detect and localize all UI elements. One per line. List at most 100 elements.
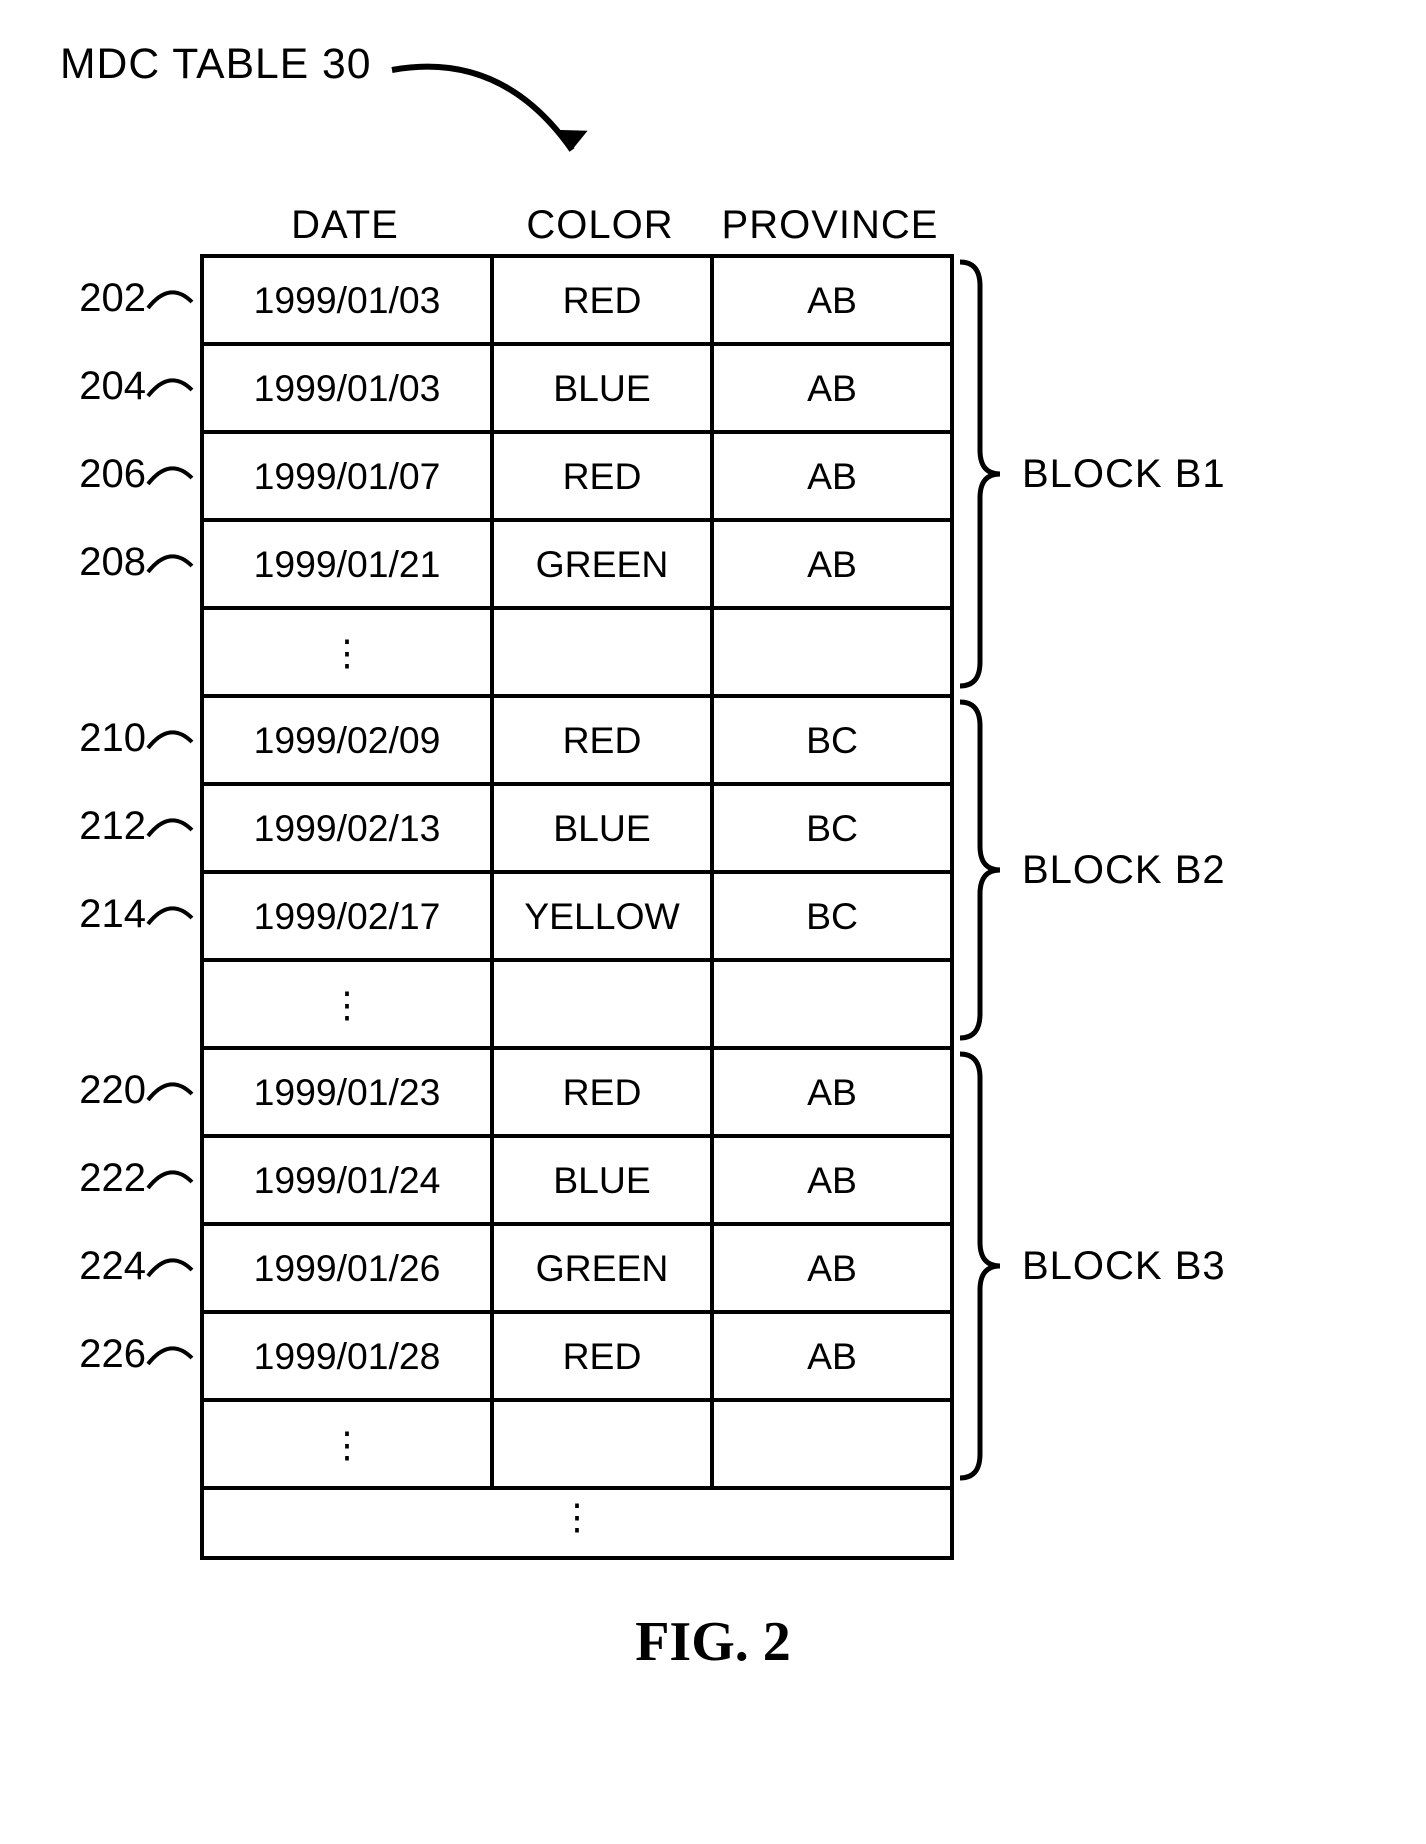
table-row: 1999/02/13BLUEBC [202,784,952,872]
table-cell: 1999/01/23 [202,1048,492,1136]
connector-icon [146,1340,194,1368]
connector-icon [146,1252,194,1280]
block-label: BLOCK B2 [1022,848,1226,893]
block-label: BLOCK B1 [1022,452,1226,497]
table-cell [712,960,952,1048]
row-id-label: 214 [79,892,146,937]
table-cell [492,608,712,696]
table-cell: ⋮ [202,1400,492,1488]
table-cell: ⋮ [202,1488,952,1558]
block-brace: BLOCK B3 [954,1046,1226,1486]
table-row: 1999/01/26GREENAB [202,1224,952,1312]
table-cell: 1999/02/17 [202,872,492,960]
table-cell: BC [712,784,952,872]
table-row: 1999/01/21GREENAB [202,520,952,608]
row-label-wrap: 204 [40,342,200,430]
table-cell: BLUE [492,344,712,432]
table-row: 1999/01/03REDAB [202,256,952,344]
table-cell: RED [492,432,712,520]
title-row: MDC TABLE 30 [60,40,1386,180]
table-cell: AB [712,432,952,520]
connector-icon [146,372,194,400]
table-row: 1999/01/07REDAB [202,432,952,520]
row-id-label: 220 [79,1068,146,1113]
table-row: 1999/01/28REDAB [202,1312,952,1400]
row-label-wrap [40,606,200,694]
table-cell [712,608,952,696]
column-headers: DATECOLORPROVINCE [200,190,954,254]
table-cell: 1999/01/07 [202,432,492,520]
connector-icon [146,812,194,840]
row-id-label: 208 [79,540,146,585]
figure-caption: FIG. 2 [40,1610,1386,1674]
row-label-wrap: 206 [40,430,200,518]
table-cell: AB [712,256,952,344]
connector-icon [146,284,194,312]
table-cell: RED [492,256,712,344]
table-row: 1999/01/23REDAB [202,1048,952,1136]
row-id-label: 202 [79,276,146,321]
table-title: MDC TABLE 30 [60,40,372,89]
table-cell: 1999/02/09 [202,696,492,784]
connector-icon [146,1076,194,1104]
table-row: 1999/02/09REDBC [202,696,952,784]
table-cell: RED [492,1312,712,1400]
row-label-wrap: 226 [40,1310,200,1398]
brace-icon [954,254,1004,694]
row-id-label: 224 [79,1244,146,1289]
table-cell: 1999/01/03 [202,344,492,432]
row-id-label: 204 [79,364,146,409]
table-cell: 1999/01/21 [202,520,492,608]
table-cell: AB [712,1136,952,1224]
row-id-label: 226 [79,1332,146,1377]
table-cell: BC [712,872,952,960]
row-id-label: 222 [79,1156,146,1201]
brace-icon [954,694,1004,1046]
connector-icon [146,548,194,576]
table-cell: AB [712,520,952,608]
table-row: 1999/02/17YELLOWBC [202,872,952,960]
table-row: ⋮ [202,608,952,696]
table-row: 1999/01/03BLUEAB [202,344,952,432]
table-cell: BLUE [492,1136,712,1224]
table-cell: AB [712,1048,952,1136]
table-cell: 1999/01/03 [202,256,492,344]
table-cell [492,1400,712,1488]
row-label-wrap [40,958,200,1046]
table-cell: 1999/01/26 [202,1224,492,1312]
connector-icon [146,1164,194,1192]
table-cell: GREEN [492,1224,712,1312]
table-cell: AB [712,1312,952,1400]
table-cell: BC [712,696,952,784]
row-label-wrap: 202 [40,254,200,342]
table-row: 1999/01/24BLUEAB [202,1136,952,1224]
row-id-label: 206 [79,452,146,497]
column-header: DATE [200,203,490,248]
table-row: ⋮ [202,1488,952,1558]
table-cell: BLUE [492,784,712,872]
connector-icon [146,460,194,488]
row-label-wrap: 224 [40,1222,200,1310]
table-column: DATECOLORPROVINCE 1999/01/03REDAB1999/01… [200,190,954,1560]
connector-icon [146,724,194,752]
row-label-wrap: 208 [40,518,200,606]
table-cell: AB [712,344,952,432]
table-cell: GREEN [492,520,712,608]
row-label-wrap [40,1398,200,1486]
row-labels-column: 202 204 206 208 210 212 214 220 222 224 226 [40,190,200,1486]
block-label: BLOCK B3 [1022,1244,1226,1289]
table-cell: 1999/01/28 [202,1312,492,1400]
row-id-label: 212 [79,804,146,849]
table-cell: ⋮ [202,960,492,1048]
connector-icon [146,900,194,928]
table-cell: 1999/02/13 [202,784,492,872]
row-label-wrap: 220 [40,1046,200,1134]
table-cell: RED [492,696,712,784]
table-cell [492,960,712,1048]
table-cell: 1999/01/24 [202,1136,492,1224]
table-cell: ⋮ [202,608,492,696]
row-label-wrap: 222 [40,1134,200,1222]
row-label-wrap: 214 [40,870,200,958]
row-id-label: 210 [79,716,146,761]
table-cell: RED [492,1048,712,1136]
